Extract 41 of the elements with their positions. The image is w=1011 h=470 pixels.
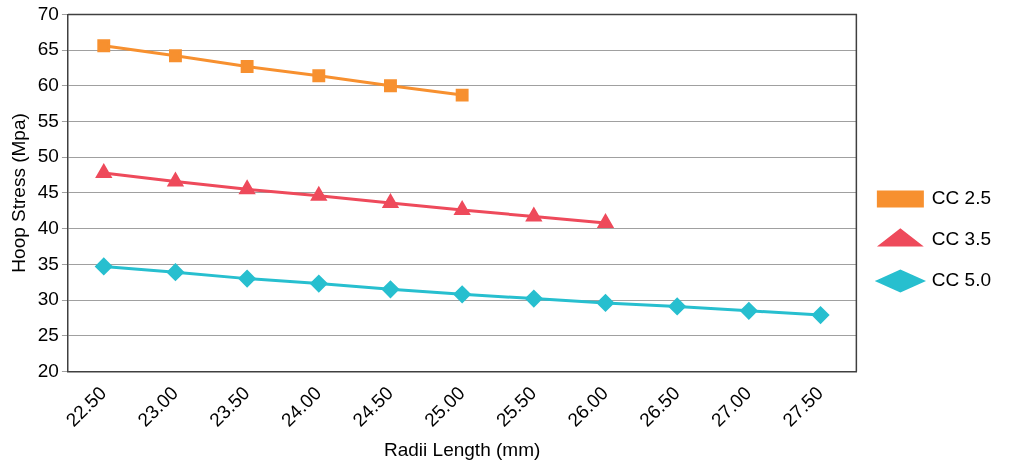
legend-label: CC 2.5: [931, 187, 992, 209]
legend-label: CC 5.0: [931, 269, 992, 291]
point: [96, 164, 112, 178]
y-tick-label: 65: [37, 38, 59, 60]
point: [239, 180, 255, 195]
point: [668, 297, 686, 315]
point: [95, 257, 113, 275]
point: [310, 275, 328, 293]
y-tick-label: 35: [37, 252, 59, 274]
point: [454, 201, 470, 216]
point: [812, 306, 830, 324]
y-tick-label: 30: [37, 288, 59, 310]
y-tick-label: 55: [37, 109, 59, 131]
y-tick-label: 50: [37, 145, 59, 167]
x-axis-title: Radii Length (mm): [384, 438, 541, 460]
y-tick-label: 20: [37, 359, 59, 381]
point: [453, 285, 471, 303]
point: [97, 39, 111, 53]
point: [455, 88, 469, 102]
y-tick-label: 40: [37, 216, 59, 238]
y-axis-title: Hoop Stress (Mpa): [7, 113, 29, 273]
y-tick-label: 45: [37, 181, 59, 203]
point: [740, 302, 758, 320]
point: [384, 79, 397, 93]
point: [597, 294, 614, 312]
point: [166, 263, 184, 281]
point: [311, 187, 327, 201]
point: [238, 270, 256, 288]
point: [167, 173, 184, 187]
legend-label: CC 3.5: [931, 228, 992, 250]
point: [381, 280, 399, 298]
point: [240, 60, 254, 73]
point: [169, 49, 182, 63]
y-tick-label: 25: [37, 323, 59, 345]
point: [597, 214, 614, 228]
y-tick-label: 70: [37, 2, 59, 24]
y-tick-label: 60: [37, 74, 59, 96]
point: [312, 69, 326, 83]
point: [526, 208, 542, 222]
point: [525, 290, 543, 308]
point: [382, 194, 399, 208]
